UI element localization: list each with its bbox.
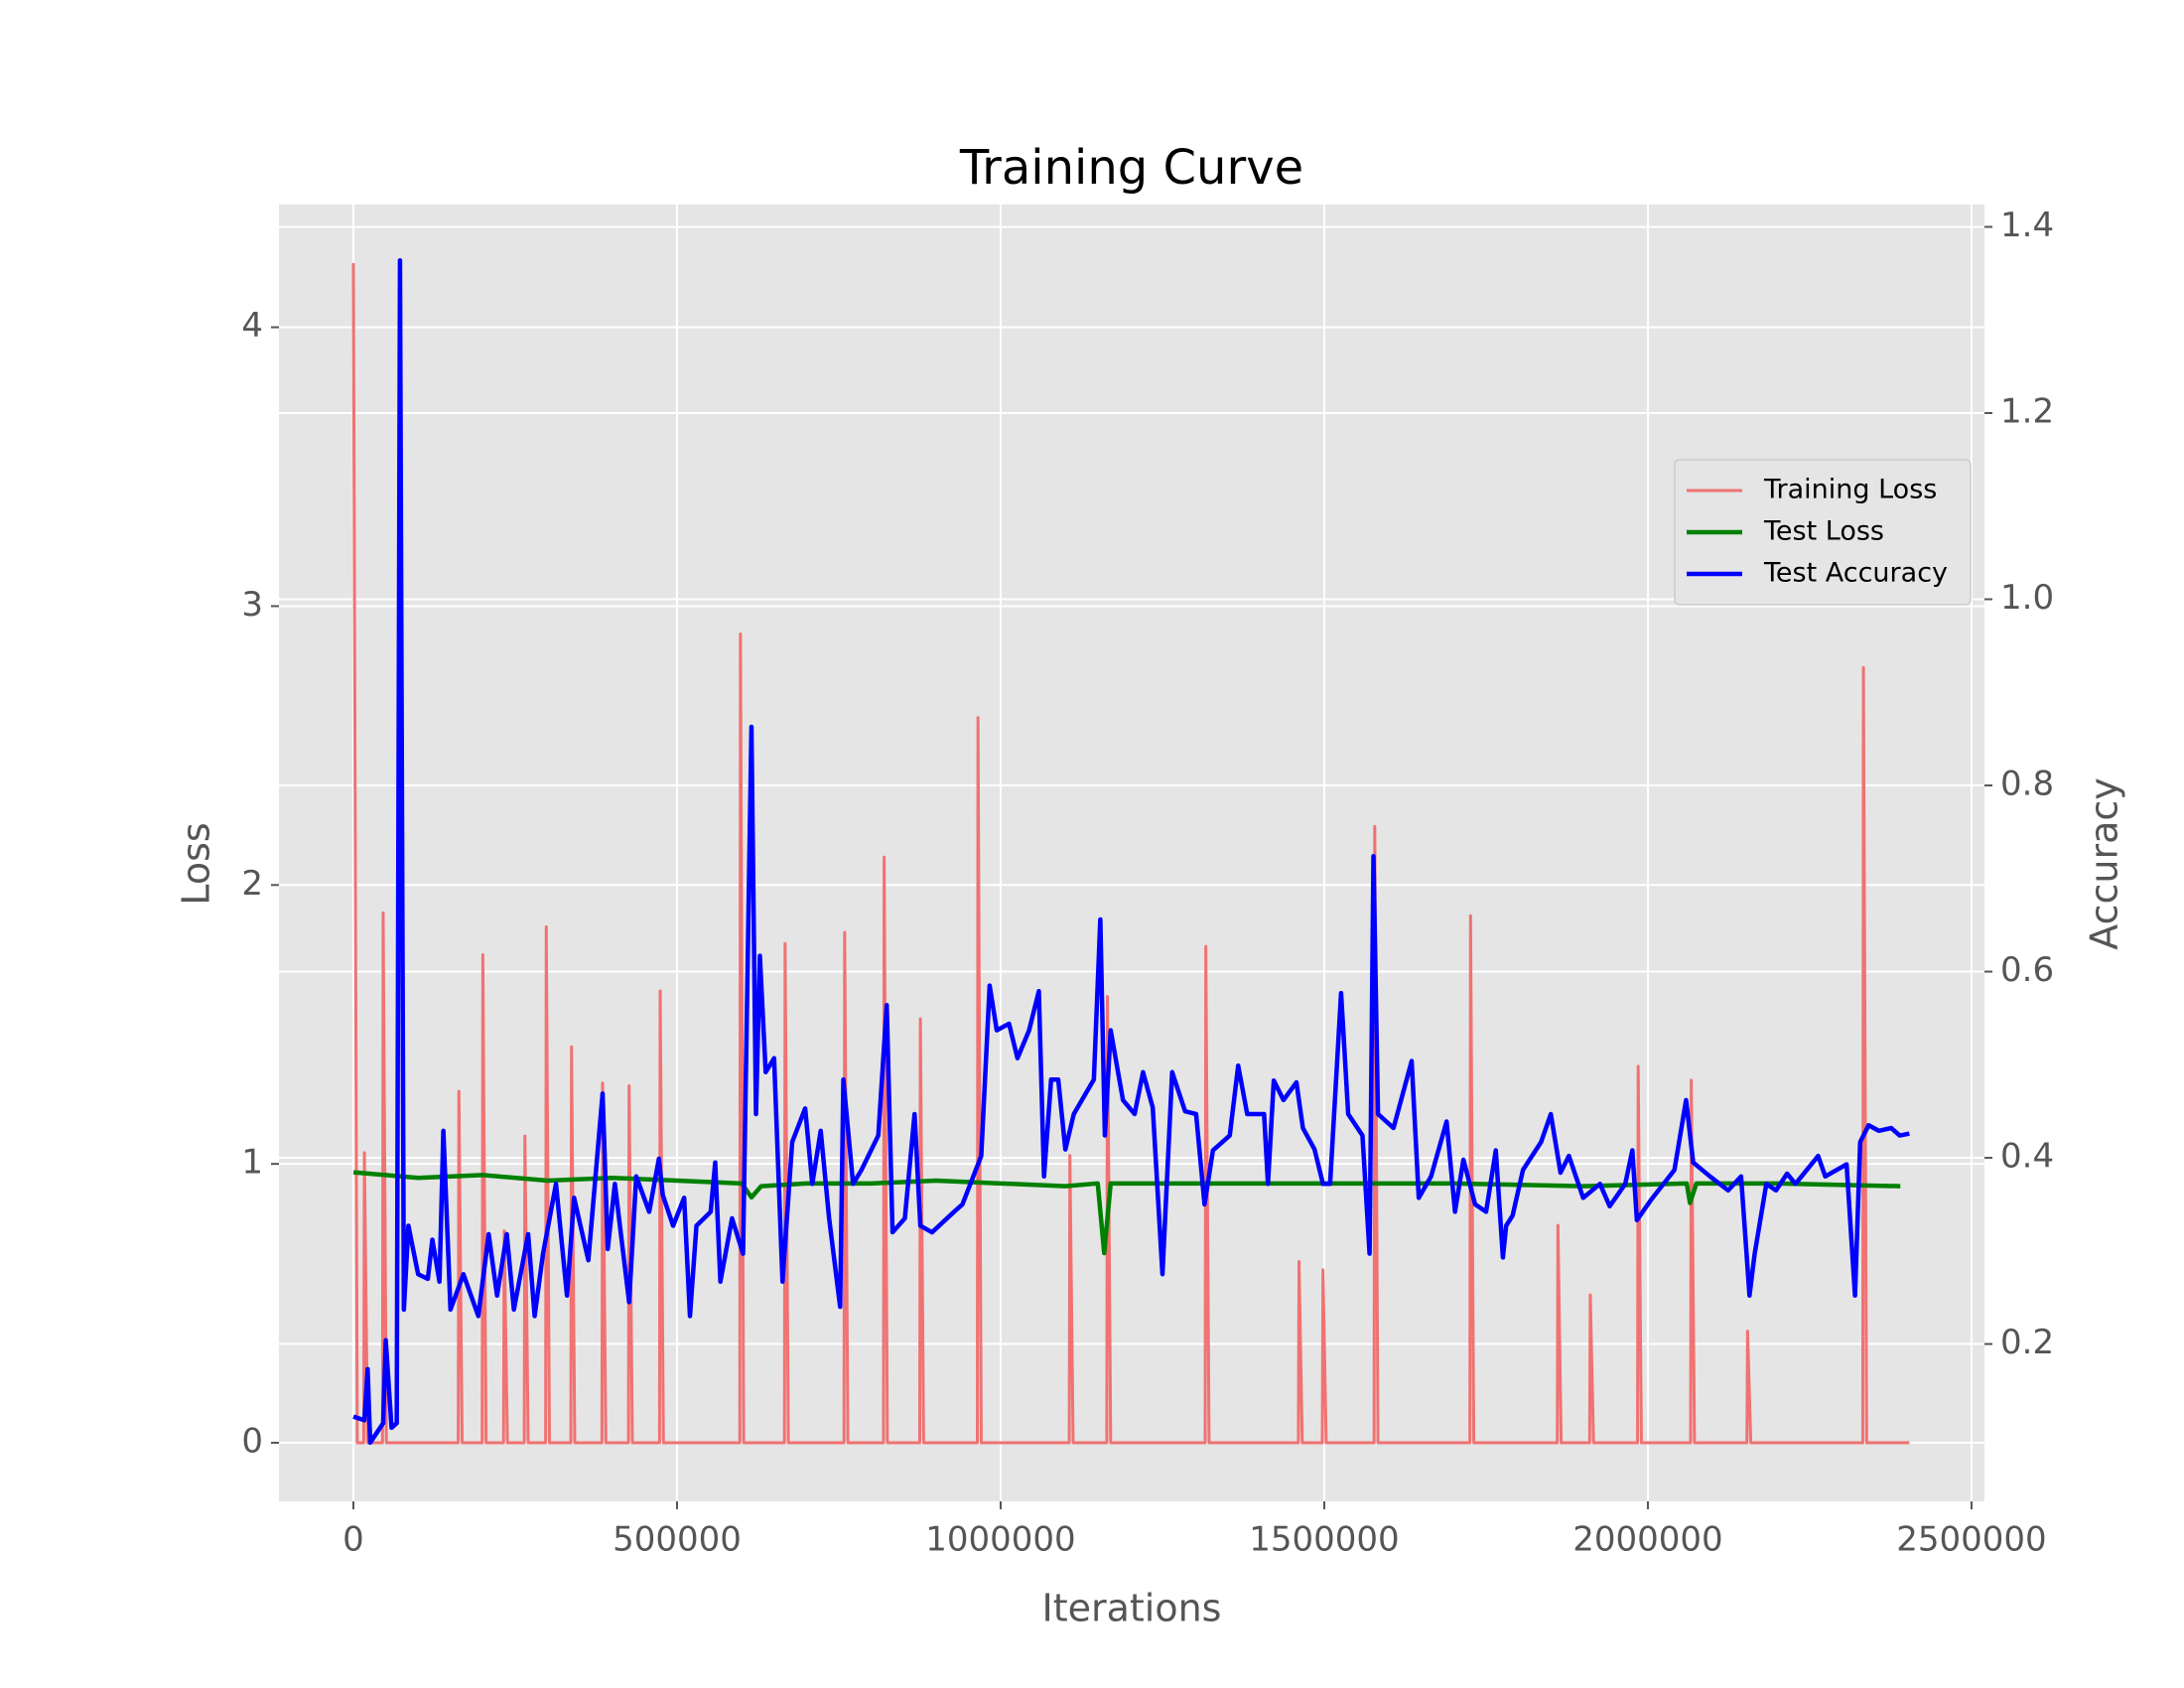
legend-label: Test Loss: [1763, 516, 1884, 547]
series-line: [352, 258, 1910, 1446]
y-tick-label: 4: [241, 306, 263, 346]
x-tick-label: 2000000: [1572, 1520, 1722, 1560]
series-line: [352, 1170, 1901, 1256]
legend-box: [1674, 459, 1972, 606]
plot-area: [279, 205, 1984, 1501]
legend-label: Training Loss: [1763, 475, 1937, 505]
y2-tick-label: 1.0: [2000, 578, 2054, 618]
y2-tick-label: 1.2: [2000, 392, 2054, 432]
series-line: [351, 262, 1910, 1445]
x-tick-label: 2500000: [1896, 1520, 2046, 1560]
y-tick-label: 3: [241, 585, 263, 625]
legend-label: Test Accuracy: [1763, 558, 1948, 589]
x-tick-label: 1000000: [925, 1520, 1075, 1560]
y-axis-label: Loss: [175, 822, 218, 905]
y2-tick-label: 0.8: [2000, 765, 2054, 804]
x-axis-label: Iterations: [1042, 1587, 1222, 1630]
y-tick-label: 2: [241, 864, 263, 904]
y-tick-label: 1: [241, 1143, 263, 1183]
x-tick-label: 0: [342, 1520, 364, 1560]
y-tick-label: 0: [241, 1422, 263, 1462]
y2-axis-label: Accuracy: [2083, 777, 2126, 950]
x-tick-label: 500000: [613, 1520, 742, 1560]
y2-tick-label: 0.6: [2000, 950, 2054, 990]
chart-title: Training Curve: [959, 140, 1303, 196]
y2-tick-label: 0.2: [2000, 1323, 2054, 1362]
y2-tick-label: 1.4: [2000, 206, 2054, 245]
y2-tick-label: 0.4: [2000, 1137, 2054, 1177]
x-tick-label: 1500000: [1249, 1520, 1399, 1560]
